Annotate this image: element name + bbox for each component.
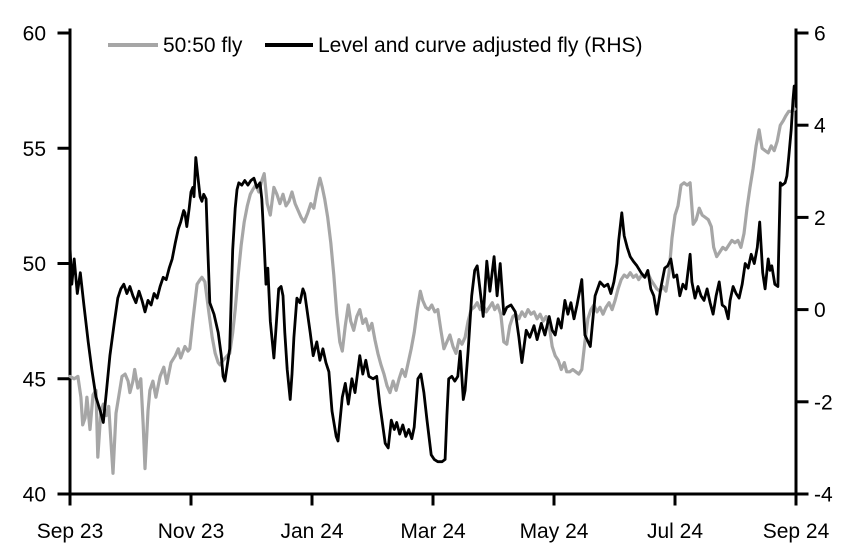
right-axis-tick-label: 4 bbox=[814, 115, 826, 138]
left-axis-tick-label: 55 bbox=[23, 138, 46, 161]
right-axis-tick-label: 2 bbox=[814, 207, 826, 230]
series-line-adjusted-fly bbox=[68, 84, 797, 464]
series-line-5050-fly bbox=[68, 107, 797, 475]
left-axis-tick-label: 50 bbox=[23, 253, 46, 276]
x-axis-tick-label: Jul 24 bbox=[647, 520, 703, 543]
left-axis-tick-label: 45 bbox=[23, 368, 46, 391]
legend-label-adjusted-fly: Level and curve adjusted fly (RHS) bbox=[318, 34, 643, 57]
left-axis-tick-label: 40 bbox=[23, 484, 46, 507]
x-axis-tick-label: Sep 23 bbox=[37, 520, 104, 543]
legend-swatch-5050-fly bbox=[108, 43, 158, 47]
chart-legend: 50:50 fly Level and curve adjusted fly (… bbox=[0, 33, 852, 59]
x-axis-tick-label: Jan 24 bbox=[280, 520, 343, 543]
right-axis-tick-label: -4 bbox=[814, 484, 833, 507]
x-axis-tick-label: Nov 23 bbox=[158, 520, 225, 543]
right-axis-tick-label: 6 bbox=[814, 23, 826, 46]
x-axis-tick-label: Sep 24 bbox=[763, 520, 830, 543]
legend-swatch-adjusted-fly bbox=[265, 43, 313, 47]
x-axis-tick-label: Mar 24 bbox=[400, 520, 466, 543]
x-axis-tick-label: May 24 bbox=[520, 520, 589, 543]
legend-label-5050-fly: 50:50 fly bbox=[163, 34, 243, 57]
right-axis-tick-label: 0 bbox=[814, 299, 826, 322]
right-axis-tick-label: -2 bbox=[814, 391, 833, 414]
left-axis-tick-label: 60 bbox=[23, 23, 46, 46]
